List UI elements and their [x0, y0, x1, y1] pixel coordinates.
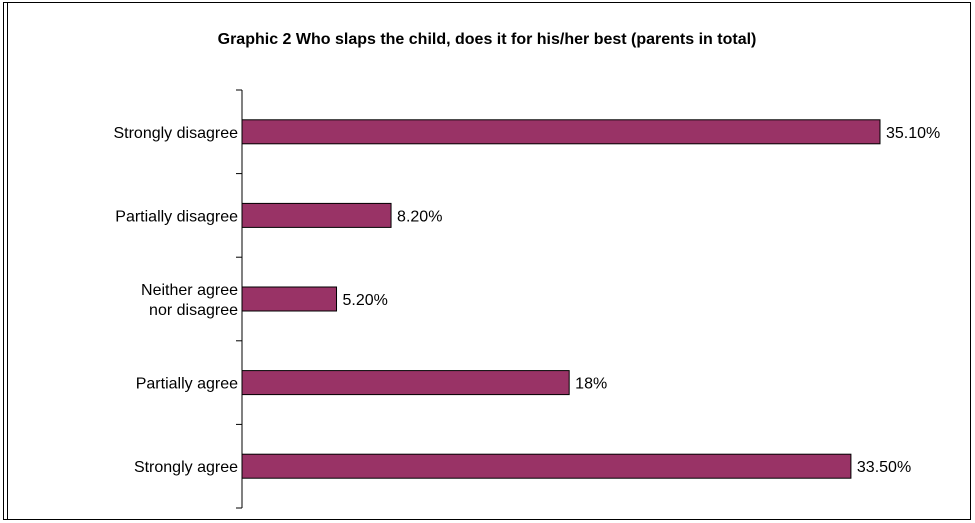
bar [241, 119, 881, 145]
data-label: 35.10% [886, 125, 940, 142]
category-label: Strongly agree [134, 459, 238, 476]
category-label: Neither agree nor disagree [141, 282, 238, 319]
bar [241, 202, 392, 228]
category-label: Partially disagree [115, 208, 238, 225]
chart-title: Graphic 2 Who slaps the child, does it f… [217, 31, 757, 48]
data-label: 18% [575, 376, 607, 393]
category-label: Strongly disagree [113, 125, 238, 142]
bar [241, 286, 338, 312]
data-label: 8.20% [397, 208, 442, 225]
data-label: 5.20% [343, 292, 388, 309]
data-label: 33.50% [857, 459, 911, 476]
chart-frame: Graphic 2 Who slaps the child, does it f… [3, 2, 971, 520]
category-label: Partially agree [136, 376, 238, 393]
bar [241, 453, 852, 479]
bar [241, 370, 570, 396]
